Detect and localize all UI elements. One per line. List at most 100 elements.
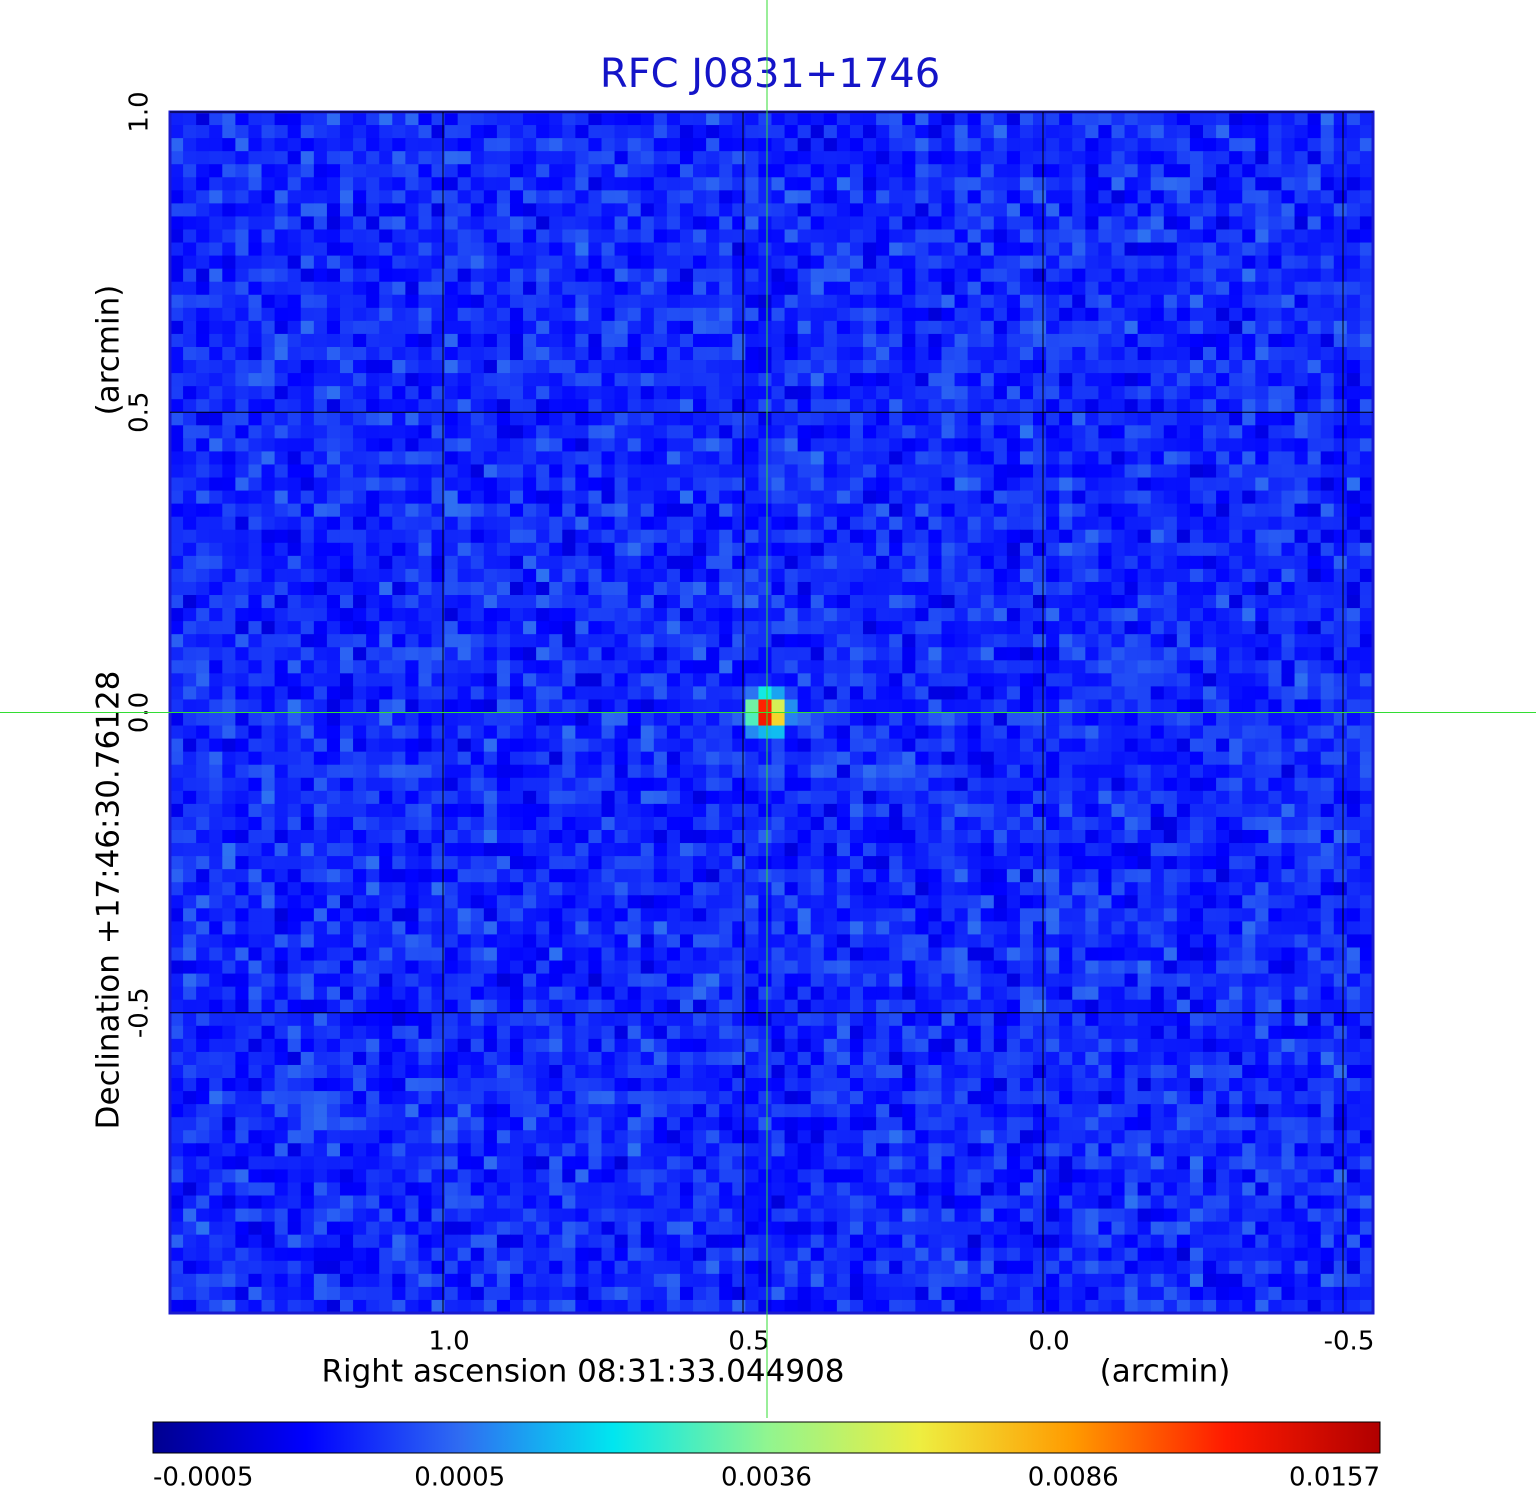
pixel [1333, 764, 1348, 779]
pixel [261, 699, 276, 714]
pixel [183, 764, 197, 779]
pixel [614, 712, 629, 727]
pixel [849, 438, 864, 453]
pixel [444, 346, 459, 361]
pixel [287, 242, 302, 257]
pixel [274, 294, 289, 309]
pixel [483, 464, 498, 479]
pixel [1163, 725, 1178, 740]
pixel [1359, 790, 1374, 805]
pixel [967, 725, 982, 740]
pixel [222, 595, 236, 609]
pixel [614, 568, 629, 583]
pixel [326, 581, 341, 596]
pixel [339, 177, 354, 191]
pixel [431, 412, 446, 426]
pixel [1281, 268, 1296, 283]
pixel [653, 242, 668, 257]
pixel [706, 451, 720, 466]
pixel [1176, 595, 1191, 609]
pixel [418, 542, 433, 557]
pixel [209, 738, 223, 753]
pixel [1111, 673, 1126, 687]
pixel [797, 438, 812, 453]
pixel [1046, 373, 1060, 387]
pixel [261, 503, 276, 518]
pixel [326, 360, 341, 374]
pixel [1281, 660, 1296, 674]
pixel [876, 333, 890, 348]
pixel [693, 307, 707, 322]
pixel [1072, 190, 1086, 204]
pixel [300, 242, 315, 257]
pixel [1307, 490, 1322, 505]
pixel [745, 660, 760, 674]
pixel [170, 529, 184, 544]
pixel [1359, 138, 1374, 152]
pixel [326, 229, 341, 244]
pixel [758, 125, 773, 139]
pixel [1059, 281, 1073, 296]
pixel [666, 503, 681, 518]
pixel [523, 777, 537, 792]
pixel [523, 373, 537, 387]
pixel [1268, 320, 1283, 335]
pixel [1137, 320, 1152, 335]
pixel [1059, 634, 1073, 648]
pixel [993, 673, 1008, 687]
pixel [1019, 125, 1034, 139]
pixel [366, 333, 380, 348]
pixel [1019, 477, 1034, 492]
pixel [679, 203, 694, 218]
pixel [627, 529, 642, 544]
pixel [209, 764, 223, 779]
pixel [745, 281, 760, 296]
pixel [1033, 242, 1047, 257]
pixel [797, 660, 812, 674]
pixel [183, 203, 197, 218]
pixel [1033, 751, 1047, 766]
pixel [876, 725, 890, 740]
pixel [954, 399, 969, 413]
pixel [823, 725, 838, 740]
pixel [431, 595, 446, 609]
pixel [849, 634, 864, 648]
pixel [313, 373, 328, 387]
pixel [1255, 621, 1269, 635]
pixel [1229, 777, 1243, 792]
pixel [1006, 803, 1021, 818]
pixel [810, 425, 825, 439]
pixel [1229, 568, 1243, 583]
pixel [797, 725, 812, 740]
pixel [431, 229, 446, 244]
pixel [980, 216, 995, 231]
pixel [706, 634, 720, 648]
pixel [170, 229, 184, 244]
pixel [457, 399, 472, 413]
pixel [562, 555, 576, 570]
pixel [496, 725, 511, 740]
pixel [967, 255, 982, 270]
pixel [457, 242, 472, 257]
pixel [1294, 712, 1309, 727]
pixel [523, 112, 537, 126]
pixel [1242, 138, 1256, 152]
pixel [732, 138, 746, 152]
pixel [771, 464, 786, 479]
pixel [758, 190, 773, 204]
pixel [523, 751, 537, 766]
pixel [823, 229, 838, 244]
pixel [902, 751, 916, 766]
pixel [1006, 125, 1021, 139]
pixel [771, 242, 786, 257]
pixel [719, 503, 733, 518]
pixel [248, 490, 263, 505]
pixel [706, 490, 720, 505]
pixel [431, 477, 446, 492]
pixel [1033, 112, 1047, 126]
pixel [980, 307, 995, 322]
pixel [509, 503, 524, 518]
pixel [784, 373, 799, 387]
pixel [183, 242, 197, 257]
pixel [1072, 686, 1086, 701]
